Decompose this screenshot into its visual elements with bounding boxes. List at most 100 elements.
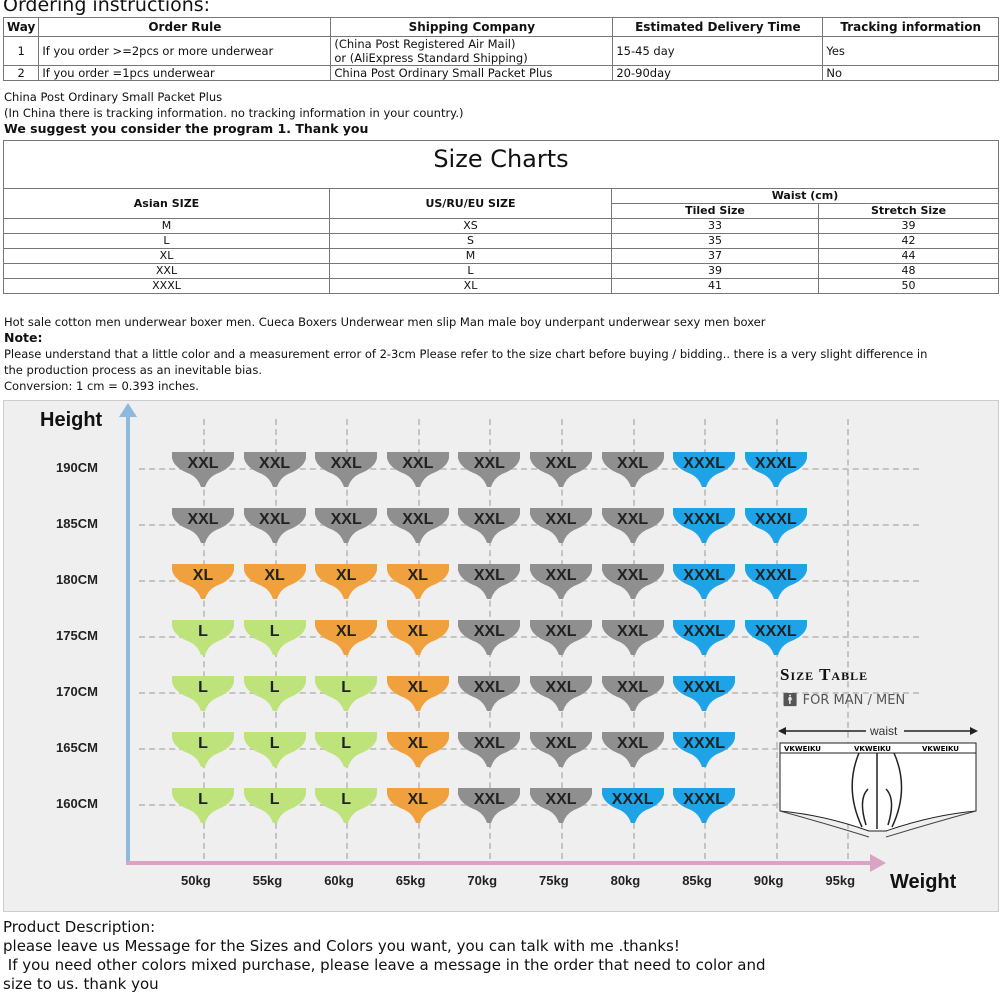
note-label: Note: <box>4 330 43 345</box>
cell: No <box>822 65 999 81</box>
product-description-line: size to us. thank you <box>3 975 159 993</box>
underwear-icon <box>315 788 378 823</box>
underwear-icon <box>458 732 521 767</box>
cell-line: or (AliExpress Standard Shipping) <box>334 51 528 65</box>
underwear-icon <box>315 564 378 599</box>
size-cell-xxl: XXL <box>172 452 234 488</box>
size-cell-xxl: XXL <box>530 564 592 600</box>
size-table-title: Size Table <box>780 665 869 684</box>
cell: (China Post Registered Air Mail) or (AliE… <box>330 36 614 66</box>
size-cell-xxxl: XXXL <box>673 452 736 488</box>
underwear-icon <box>386 676 449 711</box>
grid-line-vertical <box>847 419 850 859</box>
underwear-icon <box>530 788 592 823</box>
size-label: XXL <box>402 455 434 472</box>
size-cell-l: L <box>172 676 234 712</box>
header-asian: Asian SIZE <box>3 188 330 219</box>
size-cell-xxxl: XXXL <box>673 732 736 768</box>
size-label: XL <box>407 623 429 640</box>
size-cell-xxl: XXL <box>530 732 592 768</box>
size-label: XXL <box>187 511 219 528</box>
size-label: L <box>198 623 208 640</box>
weight-label: 55kg <box>252 873 283 888</box>
size-label: XXL <box>617 511 649 528</box>
size-cell-xxxl: XXXL <box>673 620 736 656</box>
table-row: XXL L 39 48 <box>3 263 999 279</box>
cell: M <box>329 248 612 264</box>
size-label: L <box>269 791 280 808</box>
cell: 20-90day <box>612 65 824 81</box>
size-label: XXL <box>617 455 649 472</box>
table-row: XL M 37 44 <box>3 248 999 264</box>
conversion: Conversion: 1 cm = 0.393 inches. <box>4 379 199 393</box>
weight-label: 65kg <box>395 873 426 888</box>
cell: 2 <box>2 65 40 81</box>
x-axis <box>126 861 876 865</box>
underwear-icon <box>673 732 736 767</box>
size-cell-xxl: XXL <box>458 620 521 656</box>
cell: 50 <box>818 278 999 294</box>
size-label: XXL <box>545 735 577 752</box>
size-cell-xl: XL <box>386 564 449 600</box>
underwear-icon <box>243 508 306 543</box>
size-cell-xl: XL <box>315 564 378 600</box>
cell: 35 <box>611 233 819 249</box>
cell: XXXL <box>3 278 330 294</box>
cell: 42 <box>818 233 999 249</box>
size-label: XXL <box>330 455 362 472</box>
size-label: XXL <box>617 623 649 640</box>
cell: 39 <box>818 218 999 234</box>
product-description-line: If you need other colors mixed purchase,… <box>3 956 766 974</box>
underwear-icon <box>744 620 807 655</box>
underwear-icon <box>458 564 521 599</box>
underwear-icon <box>601 732 664 767</box>
size-label: XXXL <box>683 511 726 528</box>
underwear-icon <box>601 508 664 543</box>
table-row: 1 If you order >=2pcs or more underwear … <box>2 36 999 66</box>
size-label: XL <box>407 567 429 584</box>
grid-line-horizontal <box>139 580 919 582</box>
size-cell-xxl: XXL <box>601 508 664 544</box>
weight-axis-title: Weight <box>890 871 957 893</box>
size-label: XXXL <box>683 623 726 640</box>
size-cell-xxxl: XXXL <box>673 564 736 600</box>
underwear-icon <box>243 620 306 655</box>
y-axis-arrow-icon <box>119 403 137 417</box>
product-description-title: Product Description: <box>3 918 156 936</box>
size-label: XL <box>407 679 429 696</box>
size-label: L <box>341 679 352 696</box>
underwear-icon <box>673 676 736 711</box>
size-cell-xl: XL <box>172 564 234 600</box>
table-row: 2 If you order =1pcs underwear China Pos… <box>2 65 999 81</box>
cell: If you order =1pcs underwear <box>38 65 332 81</box>
table-row: L S 35 42 <box>3 233 999 249</box>
underwear-icon <box>601 452 664 487</box>
size-label: XXXL <box>754 455 797 472</box>
cell: S <box>329 233 612 249</box>
size-cell-xxxl: XXXL <box>744 508 807 544</box>
size-cell-xxxl: XXXL <box>673 508 736 544</box>
size-label: XXL <box>617 567 649 584</box>
size-grid-chart: Height Weight 50kg 55kg 60kg 65kg 70kg 75kg 80… <box>3 400 999 912</box>
cell: If you order >=2pcs or more underwear <box>38 36 332 66</box>
size-cell-l: L <box>243 620 306 656</box>
size-cell-xxl: XXL <box>601 732 664 768</box>
size-label: XXXL <box>683 735 726 752</box>
size-cell-xxl: XXL <box>530 452 592 488</box>
height-label: 170CM <box>56 684 98 699</box>
underwear-icon <box>530 676 592 711</box>
size-cell-xxxl: XXXL <box>673 788 736 824</box>
cell: L <box>329 263 612 279</box>
underwear-icon <box>744 508 807 543</box>
table-row: M XS 33 39 <box>3 218 999 234</box>
height-label: 160CM <box>56 796 98 811</box>
size-cell-xxl: XXL <box>315 452 378 488</box>
size-label: XXL <box>545 623 577 640</box>
underwear-icon <box>530 564 592 599</box>
weight-label: 50kg <box>181 873 211 888</box>
underwear-icon <box>530 620 592 655</box>
brand-text: VKWEIKU <box>922 745 959 753</box>
header-us: US/RU/EU SIZE <box>329 188 612 219</box>
cell: 44 <box>818 248 999 264</box>
underwear-icon <box>172 620 234 655</box>
